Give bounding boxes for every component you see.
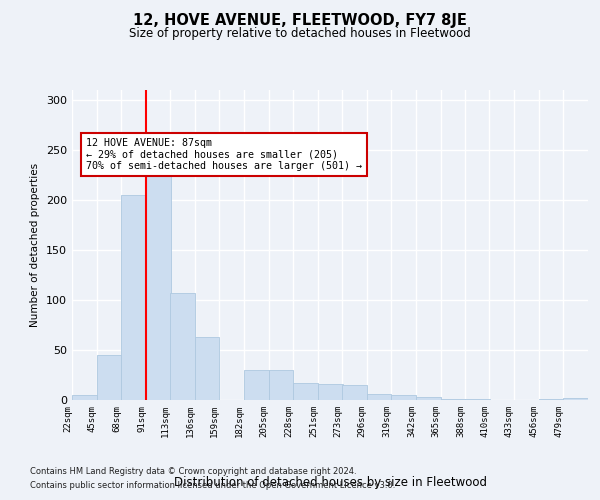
Text: 12, HOVE AVENUE, FLEETWOOD, FY7 8JE: 12, HOVE AVENUE, FLEETWOOD, FY7 8JE [133,12,467,28]
Bar [466,399,490,400]
Bar [146,172,171,400]
Bar [539,399,563,400]
Bar [367,394,391,400]
Bar [318,384,343,400]
Bar [170,293,194,400]
Bar [269,370,293,400]
Bar [416,397,441,400]
Bar [97,355,121,400]
Bar [441,399,466,400]
Bar [563,398,588,400]
Y-axis label: Number of detached properties: Number of detached properties [31,163,40,327]
Text: Contains HM Land Registry data © Crown copyright and database right 2024.: Contains HM Land Registry data © Crown c… [30,467,356,476]
Bar [121,195,146,400]
Bar [342,385,367,400]
Text: 12 HOVE AVENUE: 87sqm
← 29% of detached houses are smaller (205)
70% of semi-det: 12 HOVE AVENUE: 87sqm ← 29% of detached … [86,138,362,171]
Bar [72,395,97,400]
X-axis label: Distribution of detached houses by size in Fleetwood: Distribution of detached houses by size … [173,476,487,489]
Bar [293,383,318,400]
Bar [244,370,269,400]
Bar [391,395,416,400]
Text: Size of property relative to detached houses in Fleetwood: Size of property relative to detached ho… [129,28,471,40]
Text: Contains public sector information licensed under the Open Government Licence v3: Contains public sector information licen… [30,481,395,490]
Bar [194,337,219,400]
